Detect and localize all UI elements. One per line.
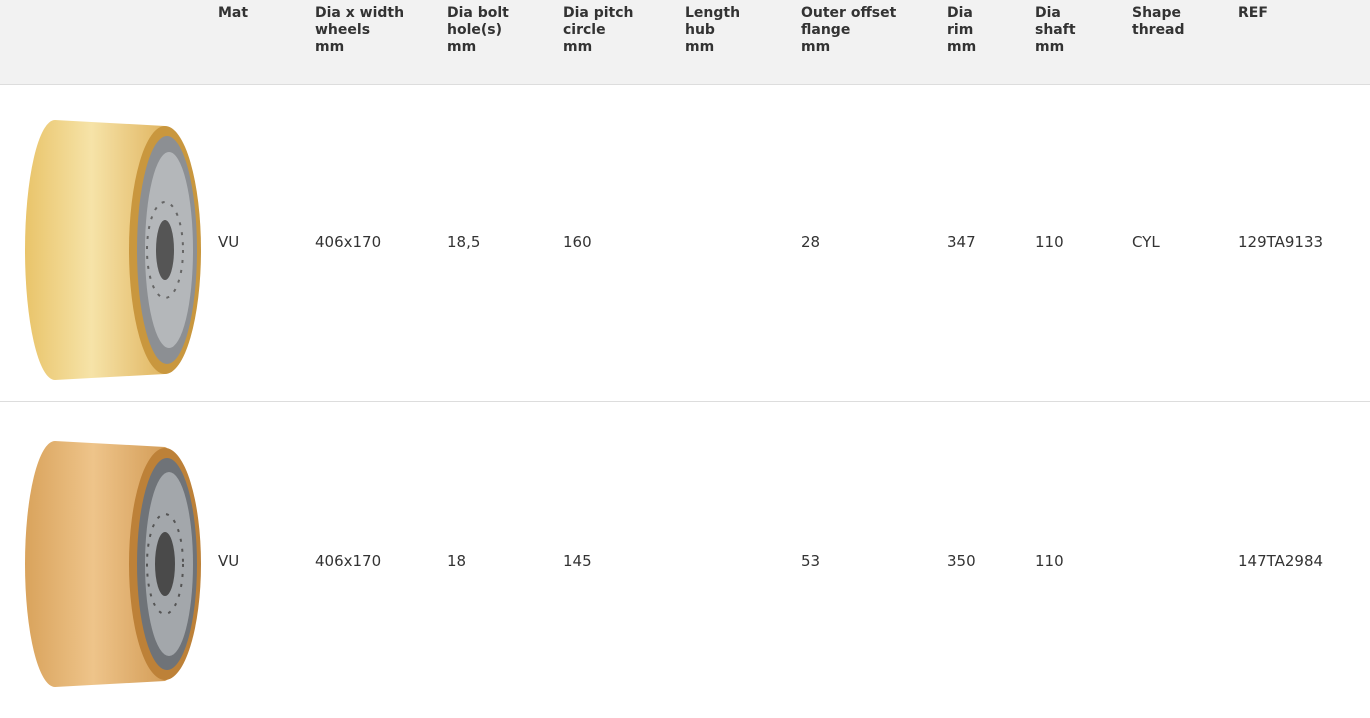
header-text: hub	[685, 22, 715, 38]
table-cell: 18	[447, 552, 467, 570]
column-header: Outer offset flange mm	[801, 5, 896, 56]
table-cell: 350	[947, 552, 976, 570]
column-header: Dia bolt hole(s) mm	[447, 5, 509, 56]
row-separator	[0, 401, 1370, 402]
header-text: Shape	[1132, 5, 1182, 21]
header-text: Dia bolt	[447, 5, 509, 21]
table-cell: 53	[801, 552, 821, 570]
table-cell: 110	[1035, 233, 1064, 251]
table-cell: 18,5	[447, 233, 481, 251]
column-header: Mat	[218, 5, 248, 22]
header-text: mm	[447, 39, 477, 55]
header-text: mm	[1035, 39, 1065, 55]
table-cell: 129TA9133	[1238, 233, 1324, 251]
header-text: mm	[315, 39, 345, 55]
header-text: mm	[947, 39, 977, 55]
column-header: Dia shaft mm	[1035, 5, 1076, 56]
table-cell: CYL	[1132, 233, 1160, 251]
header-text: Dia x width	[315, 5, 405, 21]
table-cell: 406x170	[315, 233, 382, 251]
header-text: rim	[947, 22, 974, 38]
table-cell: 160	[563, 233, 592, 251]
column-header: Dia x width wheels mm	[315, 5, 404, 56]
header-text: mm	[801, 39, 831, 55]
header-text: hole(s)	[447, 22, 503, 38]
table-cell: VU	[218, 233, 240, 251]
header-text: mm	[685, 39, 715, 55]
header-text: Dia	[1035, 5, 1061, 21]
table-header: Mat Dia x width wheels mm Dia bolt hole(s) mm D…	[0, 0, 1370, 85]
header-text: Dia	[947, 5, 973, 21]
table-cell: 28	[801, 233, 821, 251]
wheel-image	[25, 441, 201, 687]
column-header: Length hub mm	[685, 5, 740, 56]
header-text: Dia pitch	[563, 5, 634, 21]
header-text: thread	[1132, 22, 1185, 38]
header-text: Mat	[218, 5, 249, 21]
column-header: Shape thread	[1132, 5, 1185, 39]
table-cell: 406x170	[315, 552, 382, 570]
table-cell: 147TA2984	[1238, 552, 1324, 570]
header-text: REF	[1238, 5, 1268, 21]
header-text: wheels	[315, 22, 371, 38]
header-text: circle	[563, 22, 606, 38]
table-cell: 145	[563, 552, 592, 570]
wheel-image	[25, 120, 201, 380]
column-header: Dia rim mm	[947, 5, 976, 56]
table-cell: VU	[218, 552, 240, 570]
table-cell: 110	[1035, 552, 1064, 570]
header-text: Outer offset	[801, 5, 897, 21]
column-header: Dia pitch circle mm	[563, 5, 634, 56]
column-header: REF	[1238, 5, 1268, 22]
table-cell: 347	[947, 233, 976, 251]
header-text: flange	[801, 22, 851, 38]
header-text: Length	[685, 5, 741, 21]
header-text: mm	[563, 39, 593, 55]
header-text: shaft	[1035, 22, 1076, 38]
